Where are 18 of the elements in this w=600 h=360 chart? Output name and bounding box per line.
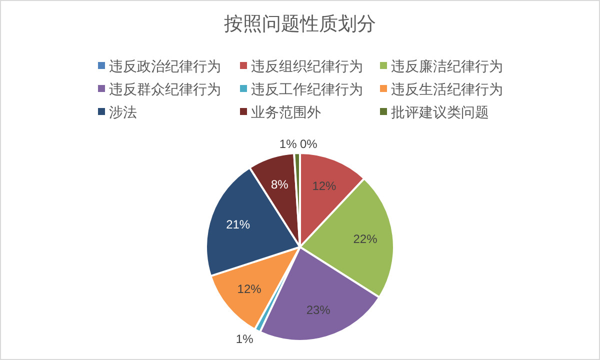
data-label: 12%	[312, 178, 337, 193]
data-label: 21%	[226, 218, 250, 232]
legend-label: 违反生活纪律行为	[391, 81, 503, 97]
data-label: 23%	[306, 303, 331, 318]
text: 0%	[300, 137, 318, 151]
data-label: 22%	[353, 232, 378, 246]
chart-title: 按照问题性质划分	[224, 14, 376, 35]
legend-label: 业务范围外	[251, 104, 321, 120]
legend-label: 违反廉洁纪律行为	[391, 58, 503, 74]
legend-label: 违反政治纪律行为	[109, 58, 221, 74]
data-label: 1%	[279, 137, 298, 152]
legend-label: 批评建议类问题	[391, 104, 489, 120]
legend-label: 违反组织纪律行为	[251, 58, 363, 74]
legend-label: 违反工作纪律行为	[251, 81, 363, 97]
legend-label: 违反群众纪律行为	[109, 81, 221, 97]
legend-label: 涉法	[109, 104, 137, 120]
data-label: 1%	[236, 332, 254, 346]
data-label: 8%	[270, 177, 289, 192]
